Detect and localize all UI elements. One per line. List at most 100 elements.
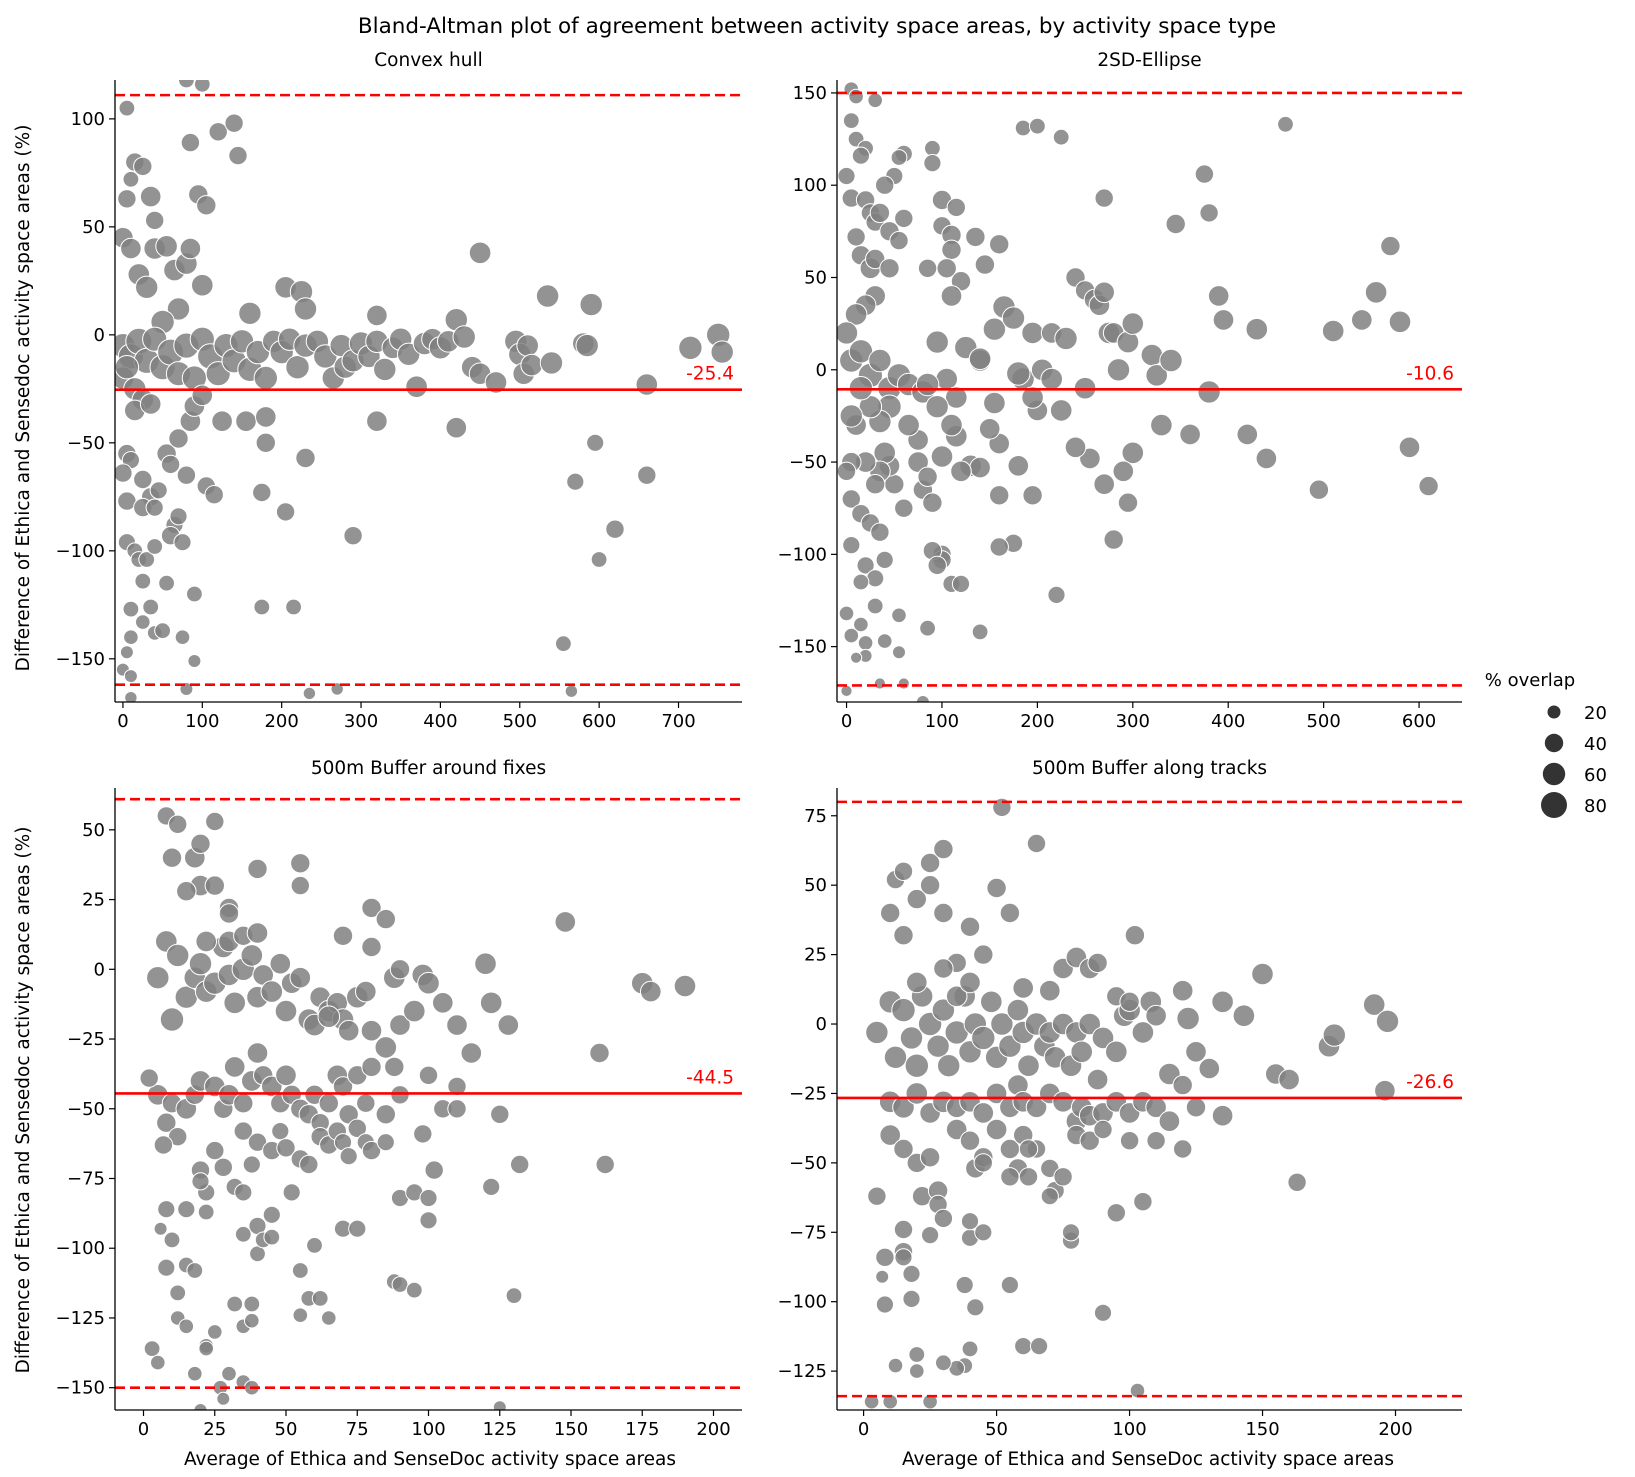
data-point bbox=[355, 980, 377, 1003]
data-point bbox=[837, 166, 856, 186]
data-point bbox=[240, 944, 264, 967]
data-point bbox=[247, 858, 268, 880]
data-point bbox=[180, 132, 201, 153]
data-point bbox=[187, 1365, 203, 1382]
data-point bbox=[1277, 115, 1294, 133]
data-point bbox=[193, 80, 211, 93]
data-point bbox=[893, 1219, 914, 1240]
x-tick-label: 0 bbox=[138, 1419, 149, 1440]
data-point bbox=[1171, 979, 1194, 1002]
data-point bbox=[865, 248, 886, 270]
y-tick-label: −125 bbox=[778, 1361, 827, 1382]
data-point bbox=[959, 1130, 981, 1151]
data-point bbox=[255, 432, 276, 453]
data-point bbox=[292, 1307, 309, 1323]
data-point bbox=[852, 573, 870, 591]
data-point bbox=[935, 1354, 952, 1372]
data-point bbox=[271, 1122, 290, 1141]
data-point bbox=[590, 551, 608, 568]
data-point bbox=[980, 990, 1003, 1014]
data-point bbox=[208, 122, 228, 142]
data-point bbox=[169, 507, 188, 526]
y-tick-label: −50 bbox=[789, 452, 827, 473]
data-point bbox=[1165, 213, 1186, 235]
data-point bbox=[866, 597, 884, 615]
data-point bbox=[233, 1093, 254, 1114]
data-point bbox=[505, 1287, 523, 1304]
data-point bbox=[1039, 979, 1061, 1002]
legend-size-label: 20 bbox=[1584, 703, 1607, 724]
data-point bbox=[1176, 1006, 1200, 1031]
data-point bbox=[174, 629, 191, 646]
x-tick-label: 400 bbox=[1211, 711, 1245, 732]
data-point bbox=[366, 410, 388, 433]
data-point bbox=[306, 1237, 323, 1254]
data-point bbox=[937, 1054, 961, 1078]
data-point bbox=[389, 959, 411, 980]
data-point bbox=[843, 627, 860, 644]
data-point bbox=[635, 373, 659, 396]
x-tick-label: 50 bbox=[985, 1419, 1008, 1440]
data-point bbox=[1131, 1021, 1155, 1044]
data-point bbox=[285, 598, 303, 616]
data-point bbox=[190, 833, 211, 854]
data-point bbox=[417, 971, 440, 995]
data-point bbox=[961, 1340, 979, 1358]
data-point bbox=[405, 1281, 423, 1299]
data-point bbox=[168, 428, 189, 449]
data-point bbox=[186, 585, 203, 603]
y-tick-label: 75 bbox=[804, 806, 827, 827]
data-point bbox=[154, 622, 172, 640]
data-point bbox=[1093, 1119, 1113, 1140]
data-point bbox=[933, 1208, 954, 1229]
data-point bbox=[940, 413, 963, 437]
data-point bbox=[1308, 479, 1330, 500]
data-point bbox=[246, 1042, 269, 1064]
data-point bbox=[850, 651, 863, 664]
data-point bbox=[925, 330, 949, 354]
data-point bbox=[863, 1393, 880, 1410]
x-tick-label: 700 bbox=[661, 711, 695, 732]
data-point bbox=[143, 1340, 161, 1357]
data-point bbox=[169, 1284, 187, 1302]
mean-difference-label: -26.6 bbox=[1406, 1072, 1454, 1093]
data-point bbox=[1119, 1131, 1140, 1151]
y-tick-label: −100 bbox=[778, 1292, 827, 1313]
data-point bbox=[295, 447, 316, 469]
data-point bbox=[447, 1099, 467, 1119]
data-point bbox=[117, 189, 137, 209]
x-tick-label: 200 bbox=[1378, 1419, 1412, 1440]
data-point bbox=[856, 556, 875, 575]
data-point bbox=[1006, 361, 1031, 386]
data-point bbox=[837, 321, 859, 345]
y-tick-label: 0 bbox=[816, 1014, 827, 1035]
data-point bbox=[1006, 998, 1030, 1022]
data-point bbox=[226, 1295, 244, 1313]
data-point bbox=[205, 811, 225, 832]
data-point bbox=[293, 297, 318, 321]
data-point bbox=[865, 1020, 889, 1045]
y-tick-label: 0 bbox=[94, 325, 105, 346]
data-point bbox=[893, 925, 914, 946]
data-point bbox=[853, 616, 869, 633]
data-point bbox=[1018, 1139, 1039, 1159]
points-group bbox=[139, 806, 697, 1410]
data-point bbox=[390, 1085, 410, 1105]
data-point bbox=[1245, 317, 1269, 341]
data-point bbox=[894, 208, 914, 229]
data-point bbox=[124, 691, 138, 702]
data-point bbox=[474, 952, 497, 976]
data-point bbox=[931, 998, 956, 1022]
subplot-1: Convex hull-25.40 100 200 300 400 500 600 700−1… bbox=[56, 50, 742, 732]
mean-difference-label: -25.4 bbox=[686, 364, 734, 385]
data-point bbox=[157, 1258, 176, 1277]
x-tick-label: 150 bbox=[554, 1419, 588, 1440]
legend-size-marker bbox=[1541, 792, 1567, 818]
y-tick-label: 25 bbox=[804, 945, 827, 966]
data-point bbox=[1017, 1054, 1040, 1077]
data-point bbox=[1212, 309, 1235, 331]
data-point bbox=[1197, 380, 1221, 404]
data-point bbox=[223, 991, 246, 1015]
data-point bbox=[332, 925, 354, 946]
data-point bbox=[233, 1121, 254, 1141]
